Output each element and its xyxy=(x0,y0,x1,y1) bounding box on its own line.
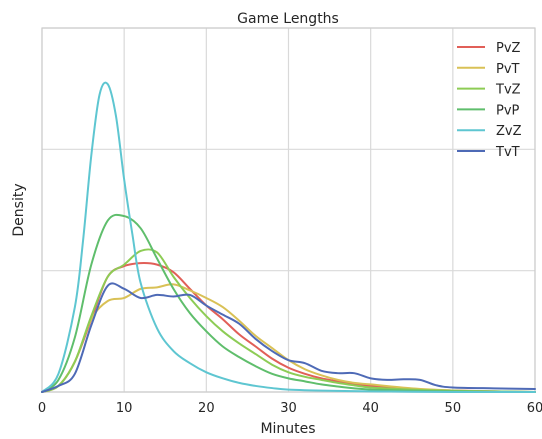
grid-lines xyxy=(41,27,536,393)
legend-label-tvt: TvT xyxy=(495,145,520,160)
x-tick-label: 50 xyxy=(445,401,462,416)
legend: PvZ PvT TvZ PvP ZvZ TvT xyxy=(457,41,522,160)
x-tick-label: 0 xyxy=(38,401,46,416)
chart-title: Game Lengths xyxy=(237,11,339,27)
tick-labels: 0 10 20 30 40 50 60 xyxy=(38,401,542,416)
series-line-pvt xyxy=(41,283,536,393)
x-tick-label: 20 xyxy=(198,401,215,416)
plot-frame xyxy=(41,27,536,393)
series-line-tvt xyxy=(41,282,536,393)
series-line-zvz xyxy=(41,81,536,393)
series-line-pvp xyxy=(41,213,536,393)
x-tick-label: 60 xyxy=(527,401,542,416)
legend-label-pvt: PvT xyxy=(496,62,520,77)
x-axis-label: Minutes xyxy=(260,421,315,437)
legend-label-zvz: ZvZ xyxy=(496,124,522,139)
x-tick-label: 40 xyxy=(362,401,379,416)
legend-label-tvz: TvZ xyxy=(495,83,521,98)
series-line-tvz xyxy=(41,248,536,393)
y-axis-label: Density xyxy=(11,183,27,236)
series-lines xyxy=(41,81,536,393)
x-tick-label: 30 xyxy=(280,401,297,416)
x-tick-label: 10 xyxy=(116,401,133,416)
legend-label-pvz: PvZ xyxy=(496,41,521,56)
legend-label-pvp: PvP xyxy=(496,103,520,118)
